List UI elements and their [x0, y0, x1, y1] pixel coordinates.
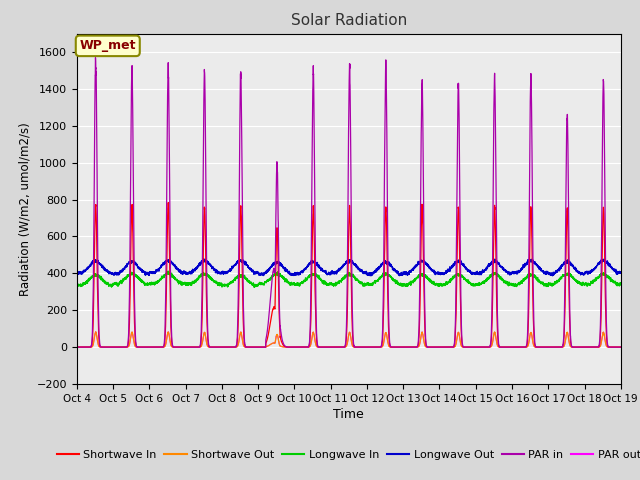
Shortwave Out	[617, 344, 625, 350]
Shortwave Out	[92, 329, 100, 335]
PAR out	[471, 344, 479, 350]
Longwave Out	[616, 270, 624, 276]
Line: Longwave Out: Longwave Out	[77, 259, 621, 276]
Line: Longwave In: Longwave In	[77, 271, 621, 288]
Line: Shortwave In: Shortwave In	[77, 203, 621, 347]
Shortwave In	[171, 344, 179, 350]
PAR in	[617, 344, 625, 350]
Text: WP_met: WP_met	[79, 39, 136, 52]
Shortwave In	[617, 344, 625, 350]
Shortwave Out	[73, 344, 81, 350]
Longwave In	[250, 285, 258, 290]
Line: Shortwave Out: Shortwave Out	[77, 332, 621, 347]
Shortwave Out	[502, 344, 509, 350]
Shortwave In	[164, 200, 172, 205]
PAR out	[441, 344, 449, 350]
Y-axis label: Radiation (W/m2, umol/m2/s): Radiation (W/m2, umol/m2/s)	[18, 122, 31, 296]
Shortwave Out	[171, 344, 179, 350]
PAR in	[616, 344, 624, 350]
Longwave Out	[200, 256, 207, 262]
PAR in	[441, 344, 449, 350]
Shortwave In	[471, 344, 479, 350]
Longwave In	[171, 275, 179, 281]
Line: PAR in: PAR in	[77, 58, 621, 347]
PAR out	[237, 329, 244, 335]
PAR in	[171, 344, 179, 350]
PAR in	[73, 344, 81, 350]
Longwave In	[73, 282, 81, 288]
Longwave Out	[73, 271, 81, 277]
PAR out	[171, 344, 179, 350]
Longwave In	[441, 282, 449, 288]
X-axis label: Time: Time	[333, 408, 364, 421]
Legend: Shortwave In, Shortwave Out, Longwave In, Longwave Out, PAR in, PAR out: Shortwave In, Shortwave Out, Longwave In…	[52, 445, 640, 465]
Shortwave Out	[616, 344, 624, 350]
Shortwave In	[616, 344, 624, 350]
Shortwave Out	[441, 344, 449, 350]
Shortwave In	[328, 344, 336, 350]
Shortwave In	[502, 344, 509, 350]
PAR out	[328, 344, 336, 350]
Longwave In	[164, 268, 172, 274]
PAR in	[502, 344, 509, 350]
PAR out	[502, 344, 509, 350]
Longwave Out	[471, 270, 479, 276]
PAR out	[616, 344, 624, 350]
PAR in	[328, 344, 336, 350]
Longwave Out	[328, 270, 336, 276]
Shortwave Out	[328, 344, 336, 350]
PAR out	[617, 344, 625, 350]
Longwave In	[616, 282, 624, 288]
Shortwave In	[441, 344, 449, 350]
Longwave Out	[617, 269, 625, 275]
PAR in	[92, 55, 99, 60]
Line: PAR out: PAR out	[77, 332, 621, 347]
Longwave In	[502, 280, 509, 286]
PAR out	[73, 344, 81, 350]
Longwave Out	[441, 271, 449, 276]
Longwave Out	[366, 273, 374, 279]
Title: Solar Radiation: Solar Radiation	[291, 13, 407, 28]
Longwave In	[329, 281, 337, 287]
Longwave In	[617, 281, 625, 287]
PAR in	[471, 344, 479, 350]
Longwave In	[471, 282, 479, 288]
Longwave Out	[502, 268, 509, 274]
Shortwave In	[73, 344, 81, 350]
Shortwave Out	[471, 344, 479, 350]
Longwave Out	[171, 263, 179, 269]
